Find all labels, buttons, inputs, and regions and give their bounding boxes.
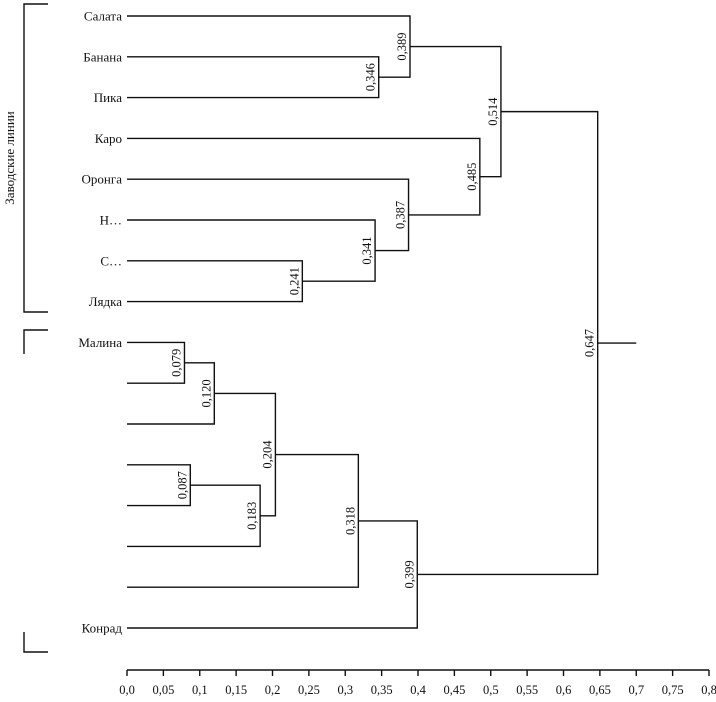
x-tick-label: 0,2 bbox=[265, 683, 281, 697]
dendrogram-link bbox=[127, 15, 411, 78]
x-tick-label: 0,25 bbox=[298, 683, 320, 697]
x-tick-label: 0,65 bbox=[589, 683, 611, 697]
leaf-label: Лядка bbox=[89, 294, 123, 309]
dendrogram-link bbox=[127, 56, 380, 99]
height-labels: 0,346 0,389 0,241 0,341 0,387 0,485 0,514 0,079… bbox=[169, 33, 596, 589]
leaf-label: Пика bbox=[94, 90, 122, 105]
x-tick-label: 0,4 bbox=[410, 683, 426, 697]
x-tick-label: 0,45 bbox=[443, 683, 465, 697]
height-label: 0,399 bbox=[402, 560, 416, 588]
height-label: 0,389 bbox=[395, 33, 409, 61]
x-tick-label: 0,1 bbox=[192, 683, 208, 697]
height-label: 0,647 bbox=[583, 329, 597, 357]
dendrogram-link bbox=[417, 110, 599, 576]
occlusion-block-top bbox=[28, 166, 120, 296]
group-bracket-bottom bbox=[23, 329, 48, 354]
x-tick-label: 0,7 bbox=[628, 683, 644, 697]
x-axis: 0,0 0,05 0,1 0,15 0,2 0,25 0,3 0,35 0,4 0,45 0,5 0,… bbox=[119, 669, 716, 697]
leaf-label: Оронга bbox=[82, 172, 123, 187]
height-label: 0,183 bbox=[245, 502, 259, 530]
height-label: 0,514 bbox=[486, 97, 500, 126]
dendrogram-link bbox=[127, 464, 191, 507]
leaf-label: С… bbox=[100, 253, 122, 268]
x-tick-label: 0,5 bbox=[483, 683, 499, 697]
group-bracket-bottom-end bbox=[23, 632, 48, 653]
height-label: 0,387 bbox=[394, 201, 408, 229]
leaf-label: Н… bbox=[100, 213, 122, 228]
height-label: 0,079 bbox=[169, 349, 183, 377]
height-label: 0,485 bbox=[465, 163, 479, 191]
dendrogram-link bbox=[127, 520, 418, 629]
dendrogram-tree bbox=[127, 15, 637, 629]
x-tick-label: 0,3 bbox=[337, 683, 353, 697]
x-tick-label: 0,0 bbox=[119, 683, 135, 697]
x-tick-label: 0,55 bbox=[516, 683, 538, 697]
dendrogram-link bbox=[127, 453, 360, 588]
group-label: Заводские линии bbox=[2, 111, 17, 204]
dendrogram-link bbox=[127, 484, 261, 548]
height-label: 0,346 bbox=[364, 63, 378, 91]
leaf-label: Салата bbox=[84, 9, 122, 24]
x-tick-label: 0,8 bbox=[701, 683, 716, 697]
dendrogram-link bbox=[127, 137, 481, 216]
height-label: 0,341 bbox=[360, 237, 374, 265]
occlusion-block-bottom bbox=[28, 344, 120, 636]
leaf-labels: Салата Банана Пика Каро Оронга Н… С… Лядка Малин… bbox=[78, 9, 122, 636]
leaf-label: Конрад bbox=[82, 621, 123, 636]
group-bracket-top bbox=[23, 3, 48, 313]
height-label: 0,087 bbox=[175, 471, 189, 499]
leaf-label: Банана bbox=[83, 49, 122, 64]
leaf-label: Каро bbox=[95, 131, 122, 146]
height-label: 0,120 bbox=[199, 379, 213, 407]
height-label: 0,318 bbox=[343, 507, 357, 535]
dendrogram-link bbox=[127, 219, 376, 282]
x-tick-label: 0,15 bbox=[225, 683, 247, 697]
height-label: 0,204 bbox=[260, 440, 274, 469]
x-tick-label: 0,75 bbox=[662, 683, 684, 697]
x-tick-label: 0,35 bbox=[371, 683, 393, 697]
dendrogram-link bbox=[127, 260, 304, 303]
height-label: 0,241 bbox=[287, 267, 301, 295]
leaf-label: Малина bbox=[78, 335, 122, 350]
x-tick-label: 0,05 bbox=[152, 683, 174, 697]
x-tick-label: 0,6 bbox=[556, 683, 572, 697]
